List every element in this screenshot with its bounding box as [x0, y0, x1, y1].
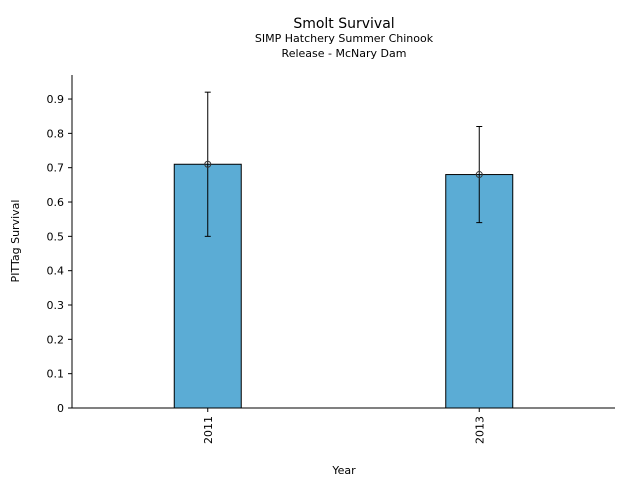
chart-subtitle-line-1: SIMP Hatchery Summer Chinook: [255, 32, 434, 45]
y-tick-label: 0.2: [47, 333, 65, 346]
y-tick-label: 0.6: [47, 196, 65, 209]
y-tick-label: 0.5: [47, 230, 65, 243]
y-tick-label: 0.3: [47, 299, 65, 312]
y-tick-label: 0.1: [47, 368, 65, 381]
x-axis-label: Year: [331, 464, 356, 477]
y-tick-label: 0.9: [47, 93, 65, 106]
chart-subtitle-line-2: Release - McNary Dam: [282, 47, 407, 60]
chart-title: Smolt Survival: [293, 16, 394, 32]
y-tick-label: 0.4: [47, 265, 65, 278]
x-tick-label: 2011: [202, 416, 215, 444]
y-axis-label: PITTag Survival: [9, 200, 22, 283]
point-marker: [475, 171, 483, 179]
y-tick-label: 0.7: [47, 162, 65, 175]
y-tick-label: 0.8: [47, 127, 65, 140]
point-marker: [204, 160, 212, 168]
y-tick-label: 0: [57, 402, 64, 415]
x-tick-label: 2013: [473, 416, 486, 444]
